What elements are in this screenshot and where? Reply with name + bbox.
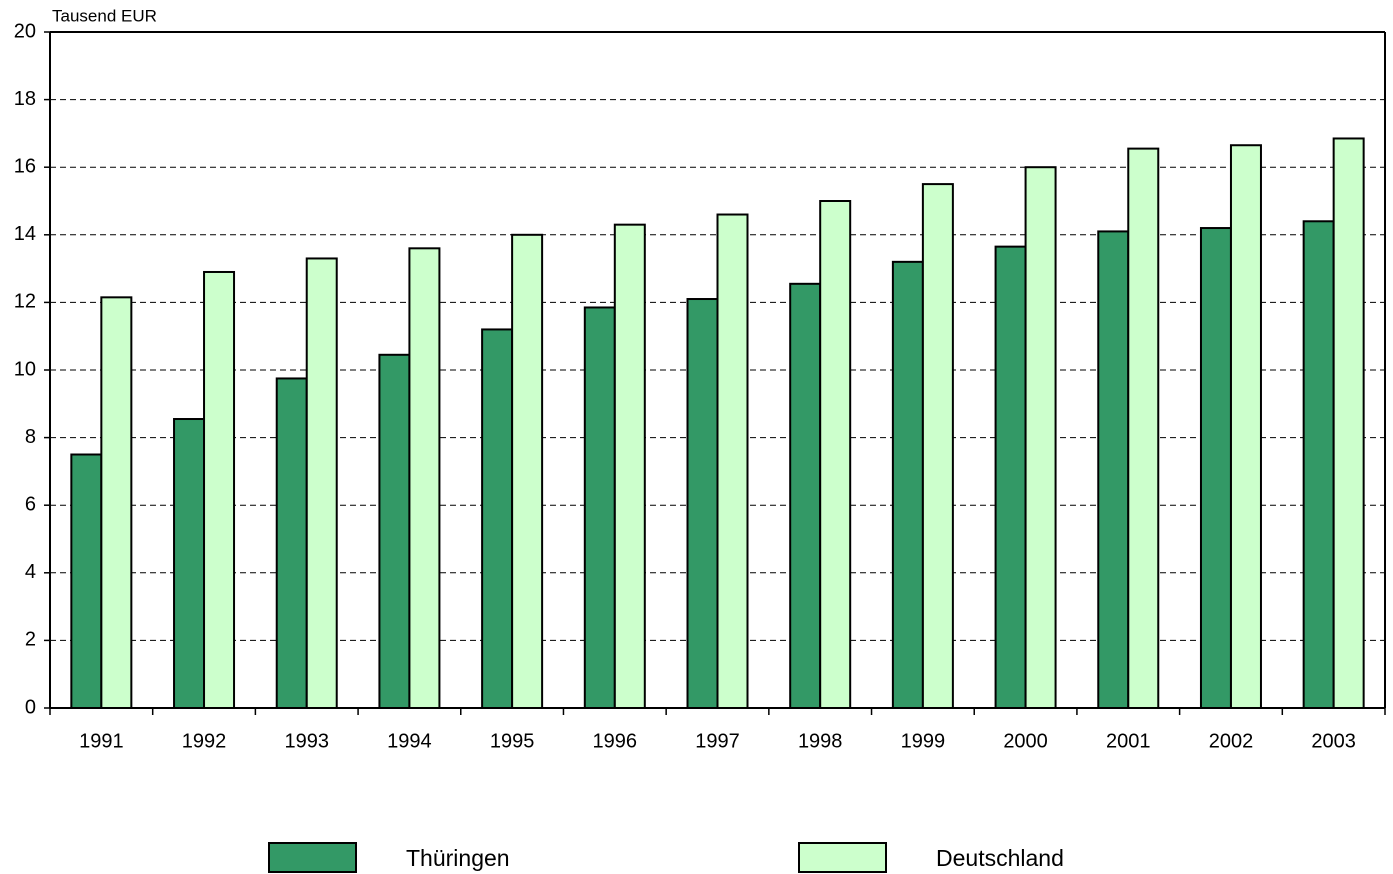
legend-swatch bbox=[268, 842, 357, 873]
bar bbox=[716, 213, 749, 710]
bar bbox=[70, 453, 103, 709]
unit-label: Tausend EUR bbox=[52, 6, 157, 25]
bar bbox=[1229, 144, 1262, 710]
x-tick-label: 1996 bbox=[593, 730, 638, 752]
x-tick-label: 2001 bbox=[1106, 730, 1151, 752]
y-tick-label: 18 bbox=[14, 88, 36, 110]
bar bbox=[583, 306, 616, 709]
bar bbox=[1097, 230, 1130, 709]
x-tick-label: 2003 bbox=[1311, 730, 1356, 752]
bar bbox=[100, 296, 133, 709]
bar bbox=[305, 257, 338, 709]
x-tick-label: 1994 bbox=[387, 730, 432, 752]
x-tick-label: 2002 bbox=[1209, 730, 1254, 752]
y-tick-label: 4 bbox=[25, 561, 36, 583]
y-tick-label: 2 bbox=[25, 629, 36, 651]
bar bbox=[1127, 147, 1160, 710]
bar bbox=[378, 353, 411, 709]
x-tick-label: 1999 bbox=[901, 730, 946, 752]
bar bbox=[1024, 166, 1057, 709]
y-tick-label: 20 bbox=[14, 20, 36, 42]
bar bbox=[921, 183, 954, 710]
bar bbox=[173, 418, 206, 709]
legend-swatch bbox=[798, 842, 887, 873]
y-tick-label: 0 bbox=[25, 696, 36, 718]
x-tick-label: 1993 bbox=[284, 730, 329, 752]
y-tick-label: 16 bbox=[14, 155, 36, 177]
x-tick-label: 1998 bbox=[798, 730, 843, 752]
bar bbox=[994, 245, 1027, 709]
bar bbox=[1199, 227, 1232, 709]
bar bbox=[1302, 220, 1335, 709]
bar bbox=[511, 233, 544, 710]
bar bbox=[203, 270, 236, 709]
y-tick-label: 6 bbox=[25, 493, 36, 515]
bar bbox=[819, 200, 852, 709]
bar bbox=[275, 377, 308, 709]
bar bbox=[891, 260, 924, 709]
bar bbox=[686, 298, 719, 709]
x-tick-label: 1997 bbox=[695, 730, 740, 752]
bar bbox=[481, 328, 514, 709]
x-tick-label: 2000 bbox=[1003, 730, 1048, 752]
x-tick-label: 1995 bbox=[490, 730, 535, 752]
bar bbox=[789, 282, 822, 709]
y-tick-label: 14 bbox=[14, 223, 36, 245]
y-tick-label: 8 bbox=[25, 426, 36, 448]
y-tick-label: 10 bbox=[14, 358, 36, 380]
y-tick-label: 12 bbox=[14, 291, 36, 313]
bar bbox=[1332, 137, 1365, 710]
legend-label: Deutschland bbox=[936, 845, 1064, 871]
x-tick-label: 1992 bbox=[182, 730, 227, 752]
bar bbox=[613, 223, 646, 709]
bar bbox=[408, 247, 441, 709]
x-tick-label: 1991 bbox=[79, 730, 124, 752]
legend-label: Thüringen bbox=[406, 845, 510, 871]
